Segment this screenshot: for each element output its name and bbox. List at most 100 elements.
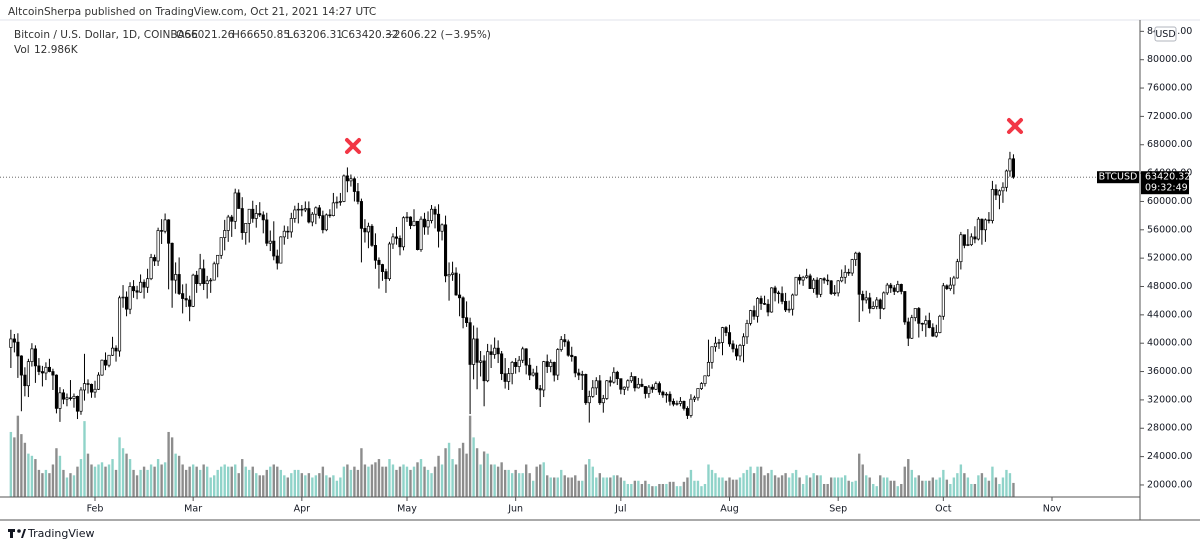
x-tick-label: May: [397, 504, 417, 515]
candle-body: [391, 236, 395, 245]
candle-body: [566, 341, 570, 356]
volume-bar: [220, 466, 223, 497]
volume-bar: [847, 480, 850, 497]
volume-bar: [647, 483, 651, 497]
volume-bar: [170, 437, 174, 497]
volume-bar: [482, 451, 486, 497]
candle-body: [850, 259, 854, 274]
candle-body: [517, 359, 521, 367]
candle-body: [184, 298, 188, 301]
candle-body: [345, 175, 349, 182]
volume-bar: [458, 448, 461, 497]
volume-bar: [616, 475, 619, 497]
candle-body: [549, 361, 553, 367]
candle-body: [475, 338, 479, 363]
candle-body: [650, 386, 654, 390]
volume-bar: [595, 477, 598, 497]
candle-body: [79, 389, 83, 412]
volume-bar: [86, 453, 90, 497]
candle-body: [777, 292, 781, 295]
currency-box[interactable]: [1154, 26, 1177, 42]
volume-bar: [672, 481, 675, 497]
candle-body: [458, 294, 462, 299]
volume-bar: [812, 473, 815, 497]
volume-bar: [475, 448, 479, 497]
volume-bar: [945, 479, 949, 497]
candle-body: [279, 236, 283, 264]
volume-bar: [872, 483, 875, 497]
candle-body: [244, 223, 248, 233]
volume-bar: [749, 466, 752, 497]
candle-body: [117, 297, 122, 352]
volume-bar: [262, 475, 265, 497]
volume-bar: [959, 464, 963, 497]
volume-bar: [286, 477, 289, 497]
candle-body: [952, 277, 956, 286]
candle-body: [868, 297, 872, 309]
candle-body: [994, 189, 998, 196]
volume-bar: [391, 464, 395, 497]
volume-bar: [696, 480, 700, 497]
candle-body: [247, 208, 251, 224]
volume-bar: [163, 462, 167, 497]
volume-bar: [55, 448, 58, 497]
candle-body: [195, 274, 199, 285]
candle-body: [647, 386, 651, 394]
y-tick-label: 20000.00: [1147, 479, 1192, 490]
volume-bar: [23, 442, 27, 497]
candle-body: [745, 323, 749, 338]
candle-body: [142, 281, 146, 288]
volume-bar: [255, 473, 258, 497]
candle-body: [359, 201, 363, 229]
candle-body: [198, 268, 202, 285]
candle-body: [107, 354, 111, 366]
candle-body: [110, 347, 115, 356]
candle-body: [938, 315, 942, 333]
volume-bar: [314, 475, 318, 497]
volume-bar: [472, 437, 475, 497]
currency-label[interactable]: USD: [1155, 29, 1175, 40]
candle-body: [780, 293, 784, 302]
candle-body: [605, 380, 609, 399]
volume-bar: [360, 448, 363, 497]
volume-bar: [237, 473, 240, 497]
candle-body: [643, 386, 647, 394]
candle-body: [976, 218, 980, 240]
volume-bar: [686, 477, 689, 497]
volume-bar: [1001, 477, 1005, 497]
candle-body: [941, 285, 945, 317]
volume-bar: [177, 455, 181, 497]
candle-body: [854, 252, 858, 260]
candle-body: [682, 400, 686, 409]
candle-body: [282, 230, 286, 238]
volume-bar: [644, 480, 647, 497]
volume-bar: [251, 466, 254, 497]
volume-bar: [612, 475, 616, 497]
candle-body: [878, 299, 882, 309]
volume-bar: [72, 475, 76, 497]
volume-bar: [90, 464, 93, 497]
volume-bar: [304, 475, 307, 497]
candle-body: [917, 308, 921, 324]
volume-bar: [577, 480, 580, 497]
volume-bar: [605, 477, 608, 497]
volume-bar: [244, 466, 247, 497]
candle-body: [338, 201, 342, 203]
x-tick-label: Oct: [935, 504, 952, 515]
candle-body: [626, 380, 630, 388]
candle-body: [808, 275, 812, 289]
volume-bar: [868, 477, 871, 497]
volume-bar: [191, 464, 195, 497]
volume-bar: [546, 475, 549, 497]
candle-body: [661, 391, 665, 396]
candle-body: [500, 353, 504, 375]
candle-body: [685, 408, 689, 416]
volume-bar: [79, 459, 83, 497]
volume-bar: [630, 483, 633, 497]
volume-bar: [780, 475, 784, 497]
volume-bar: [851, 481, 854, 497]
volume-bar: [637, 480, 640, 497]
volume-bar: [521, 473, 524, 497]
volume-bar: [791, 473, 794, 497]
candle-body: [678, 400, 682, 404]
